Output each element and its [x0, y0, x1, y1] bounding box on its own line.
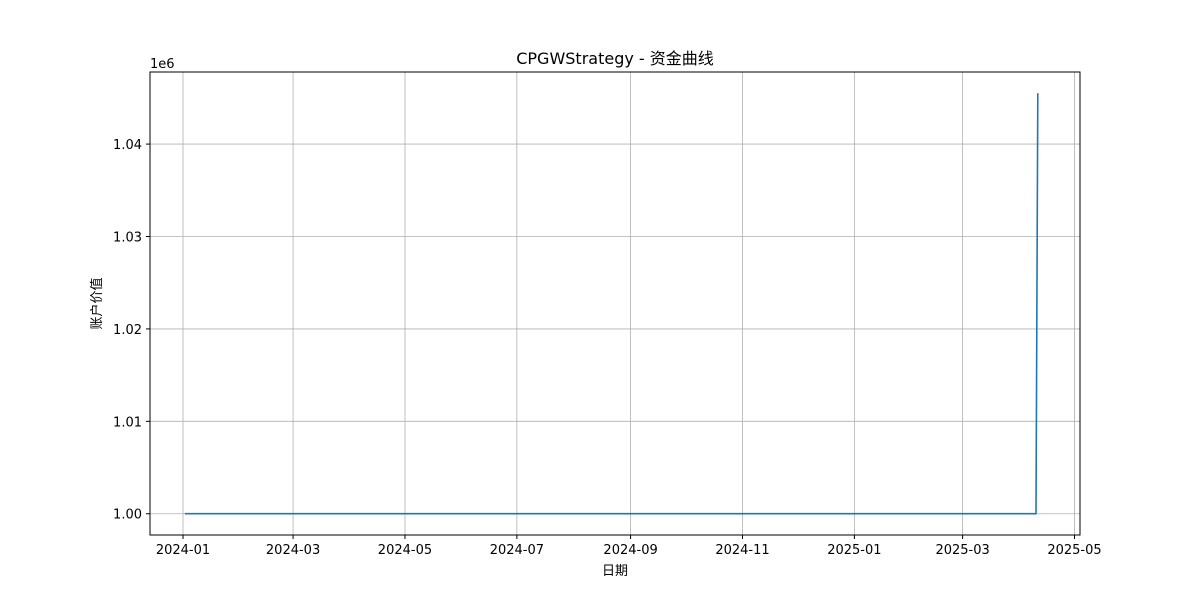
x-tick-label: 2024-05	[378, 543, 432, 558]
x-axis: 2024-01 2024-03 2024-05 2024-07 2024-09 2024-…	[156, 535, 1102, 558]
y-tick-label: 1.04	[113, 138, 142, 153]
grid	[150, 72, 1080, 535]
x-tick-label: 2025-01	[827, 543, 881, 558]
y-tick-label: 1.00	[113, 508, 142, 523]
y-tick-label: 1.02	[113, 323, 142, 338]
x-tick-label: 2025-03	[935, 543, 989, 558]
x-tick-label: 2024-11	[715, 543, 769, 558]
x-tick-label: 2024-09	[603, 543, 657, 558]
y-offset-label: 1e6	[150, 57, 175, 72]
x-tick-label: 2024-01	[156, 543, 210, 558]
chart-title: CPGWStrategy - 资金曲线	[516, 49, 714, 68]
y-tick-label: 1.03	[113, 230, 142, 245]
x-axis-label: 日期	[602, 564, 628, 579]
x-tick-label: 2024-07	[490, 543, 544, 558]
series-layer	[184, 93, 1039, 515]
x-tick-label: 2024-03	[266, 543, 320, 558]
y-tick-label: 1.01	[113, 415, 142, 430]
y-axis: 1.00 1.01 1.02 1.03 1.04	[113, 138, 150, 523]
y-axis-label: 账户价值	[89, 277, 105, 329]
x-tick-label: 2025-05	[1047, 543, 1101, 558]
equity-series-line	[184, 93, 1039, 515]
plot-frame	[149, 71, 1081, 536]
